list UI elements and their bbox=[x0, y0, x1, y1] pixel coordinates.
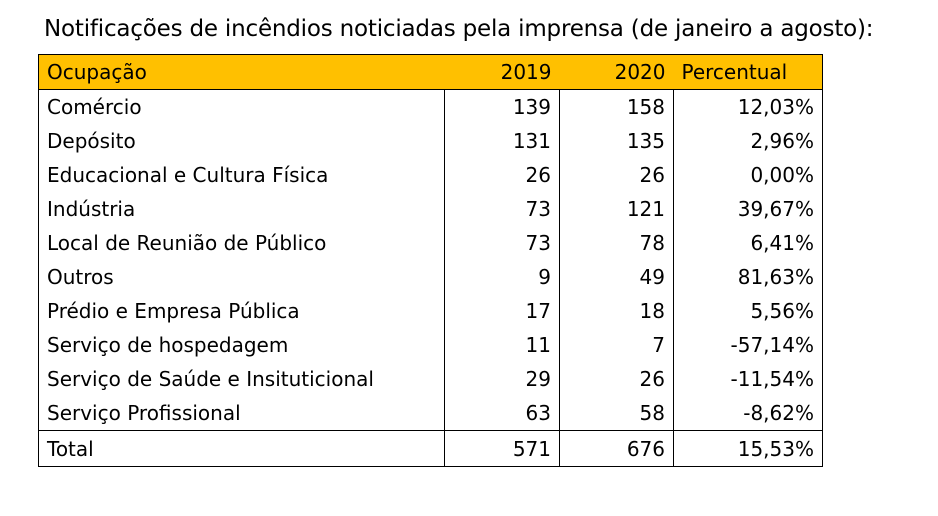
row-2019: 26 bbox=[444, 158, 560, 192]
total-label: Total bbox=[38, 430, 445, 467]
row-2019: 73 bbox=[444, 192, 560, 226]
table-row: Serviço de Saúde e Insituticional 29 26 … bbox=[38, 362, 823, 396]
row-percent: -57,14% bbox=[673, 328, 823, 362]
table-row: Prédio e Empresa Pública 17 18 5,56% bbox=[38, 294, 823, 328]
row-occupation: Serviço de Saúde e Insituticional bbox=[38, 362, 445, 396]
table-row: Educacional e Cultura Física 26 26 0,00% bbox=[38, 158, 823, 192]
row-occupation: Local de Reunião de Público bbox=[38, 226, 445, 260]
total-2020: 676 bbox=[559, 430, 674, 467]
row-2019: 73 bbox=[444, 226, 560, 260]
row-2020: 18 bbox=[559, 294, 674, 328]
row-percent: 2,96% bbox=[673, 124, 823, 158]
row-occupation: Outros bbox=[38, 260, 445, 294]
table-title: Notificações de incêndios noticiadas pel… bbox=[44, 16, 874, 42]
row-2019: 17 bbox=[444, 294, 560, 328]
row-2020: 158 bbox=[559, 89, 674, 124]
table-header-row: Ocupação 2019 2020 Percentual bbox=[38, 54, 823, 90]
row-2020: 49 bbox=[559, 260, 674, 294]
row-2019: 139 bbox=[444, 89, 560, 124]
total-percent: 15,53% bbox=[673, 430, 823, 467]
table-row: Depósito 131 135 2,96% bbox=[38, 124, 823, 158]
row-2019: 63 bbox=[444, 396, 560, 431]
row-occupation: Serviço de hospedagem bbox=[38, 328, 445, 362]
table-row: Outros 9 49 81,63% bbox=[38, 260, 823, 294]
row-percent: -8,62% bbox=[673, 396, 823, 431]
total-2019: 571 bbox=[444, 430, 560, 467]
row-percent: 5,56% bbox=[673, 294, 823, 328]
row-occupation: Depósito bbox=[38, 124, 445, 158]
row-occupation: Comércio bbox=[38, 89, 445, 124]
row-2019: 131 bbox=[444, 124, 560, 158]
row-percent: 39,67% bbox=[673, 192, 823, 226]
header-2019: 2019 bbox=[444, 54, 560, 90]
table-row: Serviço Profissional 63 58 -8,62% bbox=[38, 396, 823, 431]
row-2019: 11 bbox=[444, 328, 560, 362]
row-2019: 29 bbox=[444, 362, 560, 396]
row-percent: 12,03% bbox=[673, 89, 823, 124]
row-percent: 81,63% bbox=[673, 260, 823, 294]
row-2020: 26 bbox=[559, 362, 674, 396]
table-row: Comércio 139 158 12,03% bbox=[38, 89, 823, 124]
row-2020: 135 bbox=[559, 124, 674, 158]
row-percent: -11,54% bbox=[673, 362, 823, 396]
row-2020: 121 bbox=[559, 192, 674, 226]
header-2020: 2020 bbox=[559, 54, 674, 90]
table-row: Indústria 73 121 39,67% bbox=[38, 192, 823, 226]
row-percent: 6,41% bbox=[673, 226, 823, 260]
row-occupation: Indústria bbox=[38, 192, 445, 226]
row-2020: 7 bbox=[559, 328, 674, 362]
row-2020: 78 bbox=[559, 226, 674, 260]
fire-notifications-table: Ocupação 2019 2020 Percentual Comércio 1… bbox=[38, 54, 823, 467]
table-row: Serviço de hospedagem 11 7 -57,14% bbox=[38, 328, 823, 362]
row-occupation: Serviço Profissional bbox=[38, 396, 445, 431]
total-row: Total 571 676 15,53% bbox=[38, 430, 823, 467]
header-occupation: Ocupação bbox=[38, 54, 445, 90]
row-2020: 26 bbox=[559, 158, 674, 192]
header-percent: Percentual bbox=[673, 54, 823, 90]
row-percent: 0,00% bbox=[673, 158, 823, 192]
table-row: Local de Reunião de Público 73 78 6,41% bbox=[38, 226, 823, 260]
row-occupation: Educacional e Cultura Física bbox=[38, 158, 445, 192]
row-occupation: Prédio e Empresa Pública bbox=[38, 294, 445, 328]
row-2019: 9 bbox=[444, 260, 560, 294]
row-2020: 58 bbox=[559, 396, 674, 431]
